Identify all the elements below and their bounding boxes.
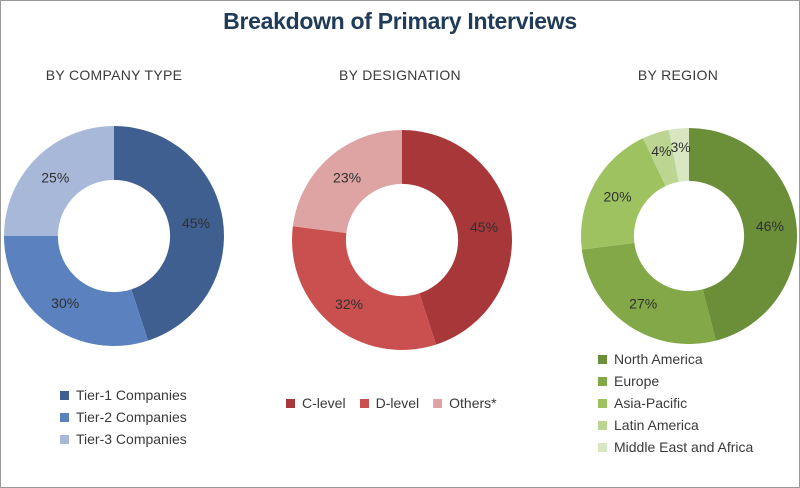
company-type-donut-chart: 45% 30% 25% — [4, 126, 224, 346]
legend-label: Europe — [614, 373, 660, 389]
legend-item-tier-1-companies: Tier-1 Companies — [60, 384, 187, 406]
legend-item-tier-2-companies: Tier-2 Companies — [60, 406, 187, 428]
legend-label: Others* — [449, 395, 497, 411]
legend-swatch — [598, 420, 607, 430]
legend-swatch — [598, 354, 607, 364]
region-legend: North America Europe Asia-Pacific Latin Ame… — [598, 348, 753, 458]
legend-label: Latin America — [614, 417, 699, 433]
legend-label: D-level — [375, 395, 420, 411]
slice-latin-america — [643, 129, 679, 187]
slice-d-level — [292, 226, 436, 350]
slice-europe — [581, 242, 716, 344]
data-label-asia-pacific: 20% — [604, 189, 632, 205]
data-label-tier-1-companies: 45% — [182, 215, 210, 231]
region-donut-chart: 46% 27% 20% 4% 3% — [581, 128, 797, 344]
data-label-tier-2-companies: 30% — [51, 295, 79, 311]
legend-item-latin-america: Latin America — [598, 414, 753, 436]
legend-swatch — [598, 398, 607, 408]
legend-item-c-level: C-level — [286, 392, 346, 414]
legend-item-others: Others* — [433, 392, 497, 414]
legend-item-d-level: D-level — [359, 392, 420, 414]
company-type-legend: Tier-1 Companies Tier-2 Companies Tier-3 C… — [60, 384, 187, 450]
page-title: Breakdown of Primary Interviews — [223, 8, 577, 34]
legend-label: Tier-1 Companies — [76, 387, 187, 403]
data-label-middle-east-and-africa: 3% — [670, 139, 690, 155]
slice-tier-1-companies — [114, 126, 224, 341]
slice-asia-pacific — [581, 138, 666, 250]
legend-swatch — [60, 412, 69, 422]
legend-label: Tier-2 Companies — [76, 409, 187, 425]
legend-label: North America — [614, 351, 703, 367]
legend-swatch — [60, 434, 69, 444]
legend-item-asia-pacific: Asia-Pacific — [598, 392, 753, 414]
legend-swatch — [598, 442, 607, 452]
legend-swatch — [60, 390, 69, 400]
slice-tier-3-companies — [4, 126, 114, 236]
legend-label: Asia-Pacific — [614, 395, 688, 411]
data-label-north-america: 46% — [756, 218, 784, 234]
data-label-d-level: 32% — [335, 296, 363, 312]
legend-item-tier-3-companies: Tier-3 Companies — [60, 428, 187, 450]
legend-label: Middle East and Africa — [614, 439, 754, 455]
data-label-tier-3-companies: 25% — [41, 169, 69, 185]
legend-item-north-america: North America — [598, 348, 753, 370]
slice-others — [292, 130, 402, 233]
legend-swatch — [359, 398, 369, 408]
designation-donut-chart: 45% 32% 23% — [292, 130, 512, 350]
slice-middle-east-and-africa — [668, 128, 689, 182]
slice-tier-2-companies — [4, 236, 148, 346]
slice-north-america — [689, 128, 797, 341]
legend-swatch — [433, 398, 443, 408]
designation-legend: C-level D-level Others* — [286, 392, 511, 414]
data-label-latin-america: 4% — [651, 143, 671, 159]
region-chart-title: BY REGION — [637, 67, 719, 83]
data-label-europe: 27% — [629, 295, 657, 311]
legend-swatch — [286, 398, 295, 408]
legend-item-europe: Europe — [598, 370, 753, 392]
legend-item-middle-east-and-africa: Middle East and Africa — [598, 436, 753, 458]
data-label-c-level: 45% — [470, 219, 498, 235]
legend-label: Tier-3 Companies — [76, 431, 187, 447]
company-type-chart-title: BY COMPANY TYPE — [45, 67, 183, 83]
slice-c-level — [402, 130, 512, 345]
legend-swatch — [598, 376, 607, 386]
data-label-others: 23% — [333, 170, 361, 186]
legend-label: C-level — [302, 395, 346, 411]
designation-chart-title: BY DESIGNATION — [339, 67, 461, 83]
